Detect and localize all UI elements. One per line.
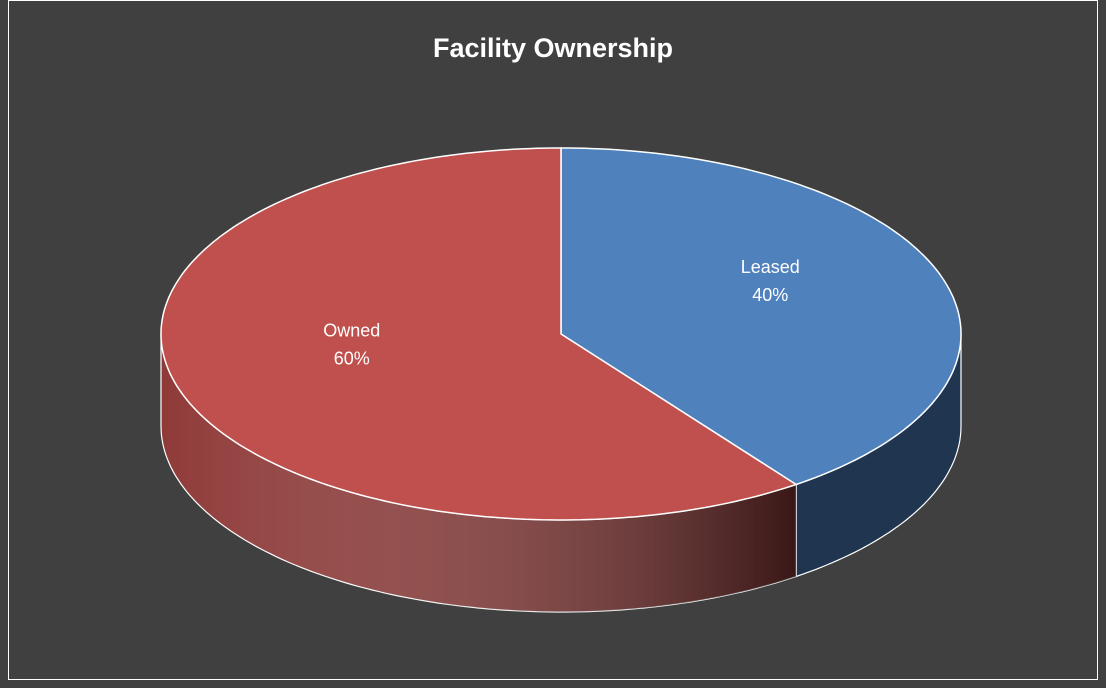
pie-tops: Leased 40% Owned 60% <box>160 147 962 521</box>
pie: Leased 40% Owned 60% <box>160 147 962 613</box>
slice <box>560 147 962 486</box>
slice <box>160 147 798 521</box>
slice-label: Owned <box>323 320 380 340</box>
slice-value-label: 60% <box>334 348 370 368</box>
slice-value-label: 40% <box>752 285 788 305</box>
chart-border <box>8 0 1098 680</box>
slice-side-shade <box>161 334 797 612</box>
chart-title: Facility Ownership <box>433 33 673 63</box>
slice-label: Leased <box>741 257 800 277</box>
